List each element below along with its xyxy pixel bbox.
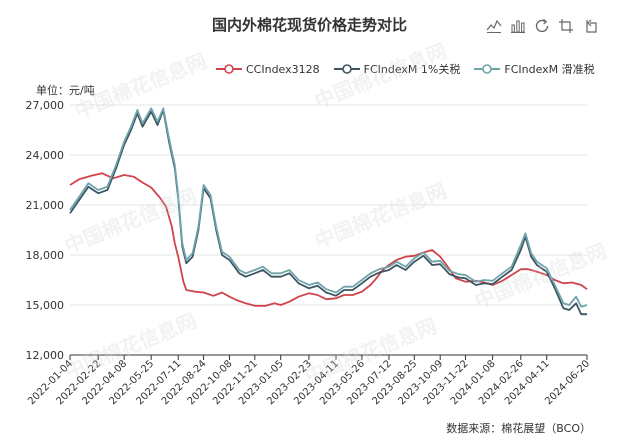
- data-source-label: 数据来源：棉花展望（BCO）: [446, 422, 591, 435]
- y-tick-label: 18,000: [26, 249, 65, 262]
- y-axis-unit-label: 单位：元/吨: [36, 84, 95, 97]
- zoom-icon[interactable]: [558, 18, 574, 34]
- bar-chart-icon[interactable]: [510, 18, 526, 34]
- y-tick-label: 12,000: [26, 349, 65, 362]
- chart-legend: CCIndex3128 FCIndexM 1%关税 FCIndexM 滑准税: [216, 61, 595, 77]
- y-tick-label: 27,000: [26, 99, 65, 112]
- y-tick-label: 24,000: [26, 149, 65, 162]
- legend-item-ccindex[interactable]: CCIndex3128: [216, 61, 320, 77]
- legend-label: FCIndexM 1%关税: [363, 63, 461, 76]
- legend-item-fcindex-1pct[interactable]: FCIndexM 1%关税: [333, 61, 461, 77]
- series-line-2: [69, 107, 588, 308]
- y-tick-label: 15,000: [26, 299, 65, 312]
- chart-toolbox: [486, 18, 598, 34]
- series-line-1: [69, 109, 587, 316]
- chart-title: 国内外棉花现货价格走势对比: [211, 16, 407, 34]
- legend-item-fcindex-sliding[interactable]: FCIndexM 滑准税: [474, 61, 595, 77]
- zoom-reset-icon[interactable]: [582, 18, 598, 34]
- legend-line-icon: [333, 64, 360, 74]
- legend-line-icon: [474, 64, 501, 74]
- y-tick-label: 21,000: [26, 199, 65, 212]
- legend-label: FCIndexM 滑准税: [504, 63, 595, 76]
- legend-line-icon: [216, 64, 242, 74]
- series-line-0: [69, 172, 588, 307]
- restore-icon[interactable]: [534, 18, 550, 34]
- legend-label: CCIndex3128: [246, 62, 320, 76]
- line-chart-icon[interactable]: [486, 18, 502, 34]
